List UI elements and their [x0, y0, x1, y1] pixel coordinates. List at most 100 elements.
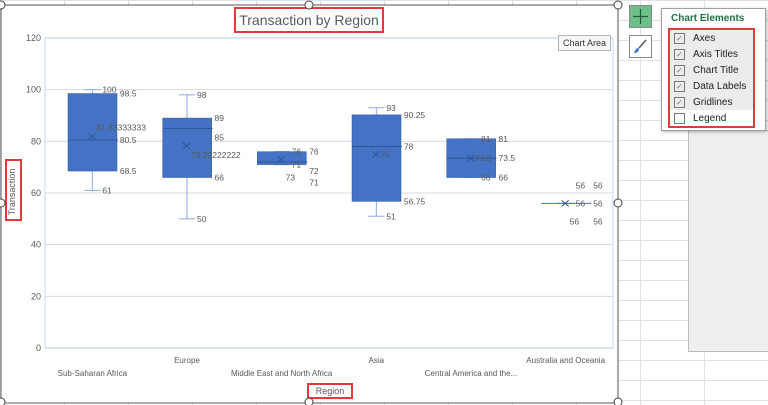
- box: [162, 117, 212, 178]
- element-item-gridlines[interactable]: ✓ Gridlines: [670, 94, 753, 110]
- mean-label: 56: [570, 216, 580, 226]
- x-axis-title: Region: [316, 386, 345, 396]
- x-tick-label: Sub-Saharan Africa: [58, 369, 128, 378]
- y-tick-label: 0: [36, 343, 41, 353]
- element-item-axes[interactable]: ✓ Axes: [670, 30, 753, 46]
- q3-label: 81: [499, 134, 509, 144]
- resize-handle: [613, 0, 623, 10]
- q3-label: 76: [309, 147, 319, 157]
- x-tick-label: Middle East and North Africa: [231, 369, 333, 378]
- y-tick-label: 100: [26, 85, 41, 95]
- resize-handle: [0, 198, 6, 208]
- q1-label: 68.5: [120, 166, 137, 176]
- q3-label: 98.5: [120, 89, 137, 99]
- checkbox[interactable]: ✓: [674, 64, 685, 76]
- element-item-axis-titles[interactable]: ✓ Axis Titles: [670, 46, 753, 62]
- q1-label: 66: [499, 173, 509, 183]
- y-tick-label: 60: [31, 188, 41, 198]
- checkbox[interactable]: [674, 112, 685, 124]
- item-label: Data Labels: [693, 80, 747, 92]
- max-label: 93: [386, 103, 396, 113]
- max-label: 100: [102, 85, 116, 95]
- x-tick-label: Central America and the...: [425, 369, 518, 378]
- y-tick-label: 120: [26, 33, 41, 43]
- mean-label: 81.83333333: [96, 123, 146, 133]
- max-label: 98: [197, 90, 207, 100]
- median-label: 80.5: [120, 135, 137, 145]
- max-label: 76: [292, 147, 302, 157]
- paintbrush-icon: [634, 39, 647, 53]
- mean-label: 73: [286, 172, 296, 182]
- mean-marker: [277, 156, 285, 163]
- box: [67, 93, 118, 172]
- resize-handle: [0, 0, 6, 10]
- min-label: 66: [481, 173, 491, 183]
- plus-icon: [633, 9, 648, 24]
- mean-marker: [466, 154, 475, 162]
- min-label: 51: [386, 211, 396, 221]
- y-tick-label: 40: [31, 240, 41, 250]
- max-label: 56: [576, 198, 586, 208]
- min-label: 71: [292, 160, 302, 170]
- median-label: 72: [309, 166, 319, 176]
- item-label: Axes: [693, 32, 716, 44]
- q3-label: 90.25: [404, 110, 426, 120]
- median-label: 73.5: [499, 153, 516, 163]
- chart-styles-button[interactable]: [629, 35, 652, 58]
- q1-label: 56.75: [404, 196, 426, 206]
- x-tick-label: Australia and Oceania: [526, 356, 605, 365]
- q1-label: 66: [215, 173, 225, 183]
- mean-marker: [561, 199, 569, 207]
- min-label: 56: [576, 180, 586, 190]
- mean-label: 73.5: [475, 153, 492, 163]
- element-item-data-labels[interactable]: ✓ Data Labels: [670, 78, 753, 94]
- chart-area: [0, 4, 619, 404]
- item-label: Legend: [693, 112, 727, 124]
- mean-marker: [182, 142, 191, 150]
- median-label: 78: [404, 142, 414, 152]
- plot-area: [44, 37, 614, 349]
- q1-label: 56: [593, 216, 603, 226]
- checkbox[interactable]: ✓: [674, 32, 685, 44]
- median-label: 56: [593, 180, 603, 190]
- resize-handle: [304, 397, 314, 405]
- item-label: Gridlines: [693, 96, 733, 108]
- box: [351, 114, 402, 202]
- q3-label: 56: [593, 198, 603, 208]
- panel-title: Chart Elements: [671, 13, 745, 24]
- checkbox[interactable]: ✓: [674, 48, 685, 60]
- y-title-highlight: [5, 159, 22, 221]
- checkbox[interactable]: ✓: [674, 80, 685, 92]
- median-label: 85: [215, 132, 225, 142]
- resize-handle: [304, 0, 314, 10]
- q3-label: 89: [215, 113, 225, 123]
- chart-elements-button[interactable]: [629, 5, 652, 28]
- x-tick-label: Europe: [174, 356, 200, 365]
- item-label: Chart Title: [693, 64, 739, 76]
- mean-marker: [372, 150, 380, 158]
- x-title-highlight: [307, 383, 353, 399]
- resize-handle: [613, 198, 623, 208]
- resize-handle: [613, 397, 623, 405]
- mean-label: 78.22222222: [191, 150, 241, 160]
- chart-title: Transaction by Region: [239, 12, 379, 28]
- min-label: 50: [197, 214, 207, 224]
- x-tick-label: Asia: [369, 356, 385, 365]
- chart-area-tooltip: Chart Area: [558, 35, 612, 51]
- resize-handle: [0, 397, 6, 405]
- y-axis-title: Transaction: [7, 169, 17, 216]
- max-label: 81: [481, 134, 491, 144]
- y-tick-label: 80: [31, 136, 41, 146]
- element-item-chart-title[interactable]: ✓ Chart Title: [670, 62, 753, 78]
- box: [257, 151, 307, 165]
- chart-elements-panel: Chart Elements ✓ Axes ✓ Axis Titles ✓ Chart T…: [661, 8, 766, 131]
- y-tick-label: 20: [31, 291, 41, 301]
- checkbox[interactable]: ✓: [674, 96, 685, 108]
- q1-label: 71: [309, 178, 319, 188]
- mean-marker: [88, 133, 96, 140]
- min-label: 61: [102, 185, 112, 195]
- background-pane: [688, 130, 768, 352]
- element-item-legend[interactable]: Legend: [670, 110, 753, 126]
- item-label: Axis Titles: [693, 48, 739, 60]
